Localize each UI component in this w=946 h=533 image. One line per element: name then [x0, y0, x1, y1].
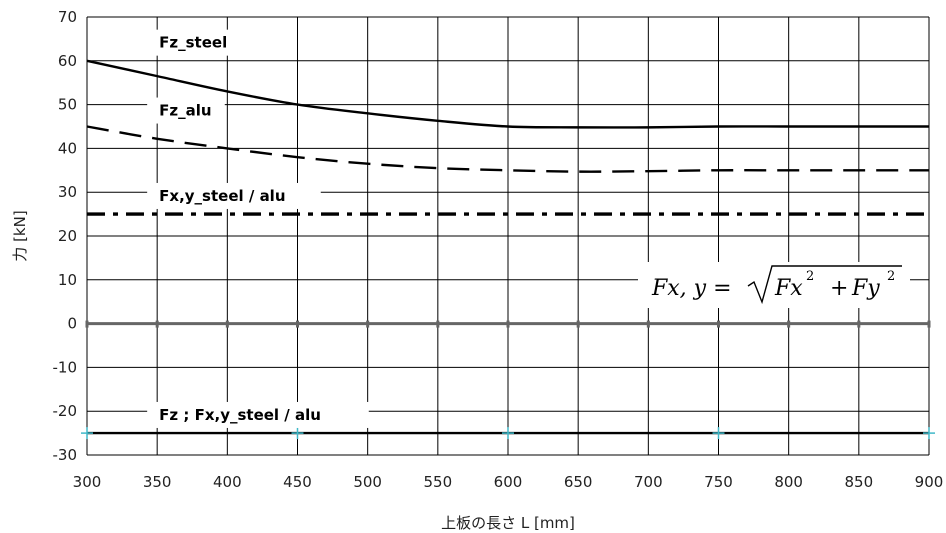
x-tick-label-12: 900 [915, 473, 944, 491]
y-tick-label-5: 20 [58, 227, 77, 245]
series-marker-1 [291, 427, 304, 440]
x-tick-label-10: 800 [774, 473, 803, 491]
y-tick-label-1: 60 [58, 52, 77, 70]
formula-exponent-1: 2 [806, 269, 814, 284]
x-tick-label-8: 700 [634, 473, 663, 491]
y-tick-label-10: -30 [53, 446, 78, 464]
series-label-bg-0 [147, 29, 244, 56]
series-label-bg-1 [147, 97, 225, 124]
series-label-2: Fx,y_steel / alu [159, 187, 285, 205]
series-marker-4 [923, 427, 935, 440]
y-tick-label-3: 40 [58, 139, 77, 157]
x-tick-label-11: 850 [845, 473, 874, 491]
formula-exponent-2: 2 [887, 269, 895, 284]
y-tick-label-0: 70 [58, 8, 77, 26]
formula-lhs: Fx, y = [651, 276, 732, 301]
formula-term2: Fy [851, 276, 880, 301]
x-tick-label-3: 450 [283, 473, 312, 491]
series-label-bg-2 [147, 182, 321, 209]
y-tick-label-6: 10 [58, 271, 77, 289]
formula-term1: Fx [774, 276, 803, 301]
x-axis-label: 上板の長さ L [mm] [441, 514, 575, 532]
y-tick-label-4: 30 [58, 183, 77, 201]
tick-layer: 300 350 400 450 500 550 600 650 700 750 800 850 9007… [53, 8, 944, 491]
series-label-3: Fz ; Fx,y_steel / alu [159, 406, 321, 424]
series-line-fz-steel [86, 59, 929, 129]
series-layer [81, 59, 935, 440]
x-tick-label-9: 750 [704, 473, 733, 491]
label-layer: Fz_steel Fz_alu Fx,y_steel / alu Fz ; Fx,y_… [147, 29, 369, 428]
x-tick-label-5: 550 [424, 473, 453, 491]
x-tick-label-4: 500 [353, 473, 382, 491]
y-tick-label-2: 50 [58, 96, 77, 114]
series-label-1: Fz_alu [159, 102, 211, 120]
series-label-0: Fz_steel [159, 34, 227, 52]
x-tick-label-2: 400 [213, 473, 242, 491]
formula-background [638, 262, 910, 308]
series-label-bg-3 [147, 401, 369, 428]
series-marker-3 [712, 427, 725, 440]
y-axis-label: 力 [kN] [11, 210, 29, 261]
x-tick-label-0: 300 [73, 473, 102, 491]
formula-plus: + [830, 276, 848, 301]
series-line-fz-alu [86, 125, 929, 173]
x-tick-label-7: 650 [564, 473, 593, 491]
y-tick-label-7: 0 [67, 315, 77, 333]
y-tick-label-9: -20 [53, 402, 78, 420]
formula-annotation: Fx, y = Fx 2 + Fy 2 [638, 262, 910, 308]
x-tick-label-6: 600 [494, 473, 523, 491]
sqrt-symbol [747, 265, 902, 305]
series-marker-0 [81, 427, 93, 440]
series-marker-2 [502, 427, 514, 440]
x-tick-label-1: 350 [143, 473, 172, 491]
y-tick-label-8: -10 [53, 358, 78, 376]
